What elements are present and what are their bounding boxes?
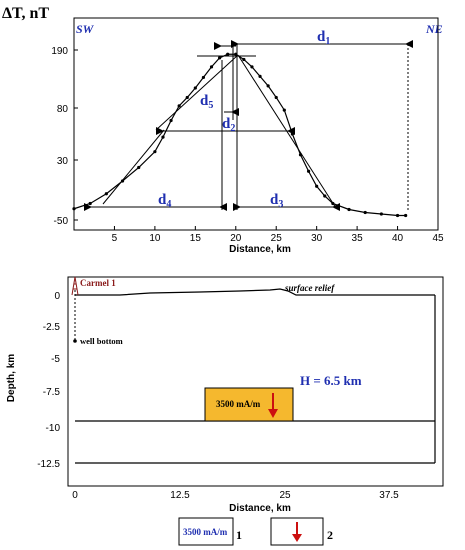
d2-label: d2	[222, 116, 235, 134]
top-y-axis-label: ΔT, nT	[2, 5, 49, 22]
top-x-axis-label: Distance, km	[229, 244, 291, 255]
legend: 3500 mA/m 1 2	[178, 517, 333, 546]
xtick-12-5: 12.5	[170, 490, 190, 501]
construction-lines	[102, 44, 409, 210]
legend-item-1-box	[178, 517, 234, 546]
top-xtick-label: 45	[432, 233, 444, 244]
bottom-plot-frame	[67, 276, 444, 487]
body-magnetization-label: 3500 mA/m	[216, 399, 261, 409]
top-ytick-label: 190	[51, 46, 68, 57]
legend-item-1-label: 3500 mA/m	[183, 527, 228, 537]
anomaly-data-point	[306, 169, 311, 173]
surface-relief-label: surface relief	[284, 283, 335, 293]
bottom-y-ticks: 0 -2.5 -5 -7.5 -10 -12.5	[37, 291, 60, 470]
well-name-label: Carmel 1	[80, 278, 116, 288]
anomaly-data-point	[161, 135, 165, 139]
bottom-x-axis-label: Distance, km	[229, 503, 291, 514]
top-xtick-label: 20	[230, 233, 242, 244]
surface-relief-line	[75, 288, 435, 296]
anomaly-series-line	[73, 53, 406, 217]
top-xtick-label: 5	[112, 233, 118, 244]
ytick-minus-5: -5	[51, 354, 60, 365]
top-xtick-label: 40	[392, 233, 404, 244]
anomaly-data-point	[104, 192, 108, 196]
top-xtick-label: 35	[352, 233, 364, 244]
top-ytick-label: 30	[57, 156, 69, 167]
anomaly-data-point	[258, 74, 262, 78]
anomaly-data-point	[169, 118, 173, 123]
bottom-x-ticks: 0 12.5 25 37.5	[72, 490, 399, 501]
magnetization-arrow-icon	[268, 393, 278, 418]
ytick-minus-2-5: -2.5	[43, 322, 61, 333]
d3-label: d3	[270, 192, 283, 210]
anomaly-data-point	[177, 104, 181, 108]
anomaly-data-point	[201, 75, 206, 80]
tangent-left-line	[102, 129, 165, 205]
anomaly-data-point	[193, 86, 197, 90]
anomaly-data-point	[363, 210, 367, 215]
sw-label: SW	[76, 22, 95, 36]
well-bottom-marker	[73, 339, 77, 343]
anomaly-data-point	[323, 194, 327, 198]
top-xtick-label: 10	[149, 233, 161, 244]
anomaly-data-point	[250, 65, 254, 69]
anomaly-data-point	[290, 132, 294, 136]
anomaly-data-point	[242, 57, 246, 62]
well-bottom-label: well bottom	[80, 336, 123, 346]
top-xtick-label: 25	[271, 233, 283, 244]
anomaly-data-point	[137, 165, 141, 170]
anomaly-data-point	[88, 201, 92, 206]
ytick-minus-7-5: -7.5	[43, 387, 61, 398]
bottom-y-axis-label: Depth, km	[6, 354, 17, 402]
legend-item-2-number: 2	[327, 528, 333, 542]
top-x-ticks: 5 10 15 20 25 30 35 40 45	[112, 226, 444, 244]
d4-label: d4	[158, 192, 171, 210]
d5-label: d5	[200, 93, 213, 111]
depth-section-chart: Depth, km 0 -2.5 -5 -7.5 -10 -12.5 0 12.…	[6, 276, 444, 514]
top-ytick-label: 80	[57, 104, 69, 115]
ytick-minus-12-5: -12.5	[37, 459, 60, 470]
anomaly-data-point	[185, 95, 189, 100]
xtick-37-5: 37.5	[379, 490, 399, 501]
anomaly-data-point	[315, 184, 319, 188]
anomaly-data-point	[226, 52, 230, 56]
anomaly-data-point	[72, 207, 76, 211]
anomaly-chart: ΔT, nT SW NE 190 80 30 -50 5 10 15 20 25 30 35 40 4…	[2, 5, 444, 255]
xtick-0: 0	[72, 490, 78, 501]
magnetized-body	[204, 387, 294, 422]
dimension-labels: d1 d2 d3 d4 d5	[158, 29, 330, 210]
xtick-25: 25	[279, 490, 291, 501]
dimension-arrows	[84, 40, 413, 211]
top-y-ticks: 190 80 30 -50	[51, 46, 78, 227]
legend-item-1-number: 1	[236, 528, 242, 542]
anomaly-data-point	[274, 95, 278, 100]
ytick-0: 0	[54, 291, 60, 302]
top-plot-frame	[73, 17, 439, 231]
top-xtick-label: 30	[311, 233, 323, 244]
anomaly-data-point	[395, 213, 400, 218]
depth-h-label: H = 6.5 km	[300, 373, 362, 388]
anomaly-data-point	[404, 213, 408, 218]
legend-arrow-icon	[292, 522, 302, 542]
anomaly-data-point	[266, 84, 270, 88]
anomaly-data-point	[209, 65, 214, 69]
anomaly-series-points	[72, 52, 408, 218]
top-xtick-label: 15	[190, 233, 202, 244]
anomaly-data-point	[379, 212, 383, 216]
derrick-icon	[71, 276, 79, 296]
anomaly-data-point	[347, 207, 351, 212]
ytick-minus-10: -10	[46, 423, 61, 434]
ne-label: NE	[425, 22, 443, 36]
d1-label: d1	[317, 29, 330, 47]
anomaly-data-point	[153, 150, 157, 154]
top-ytick-label: -50	[54, 216, 69, 227]
tangent-left-upper-line	[155, 54, 239, 131]
anomaly-data-point	[282, 108, 286, 112]
anomaly-data-point	[218, 56, 222, 60]
